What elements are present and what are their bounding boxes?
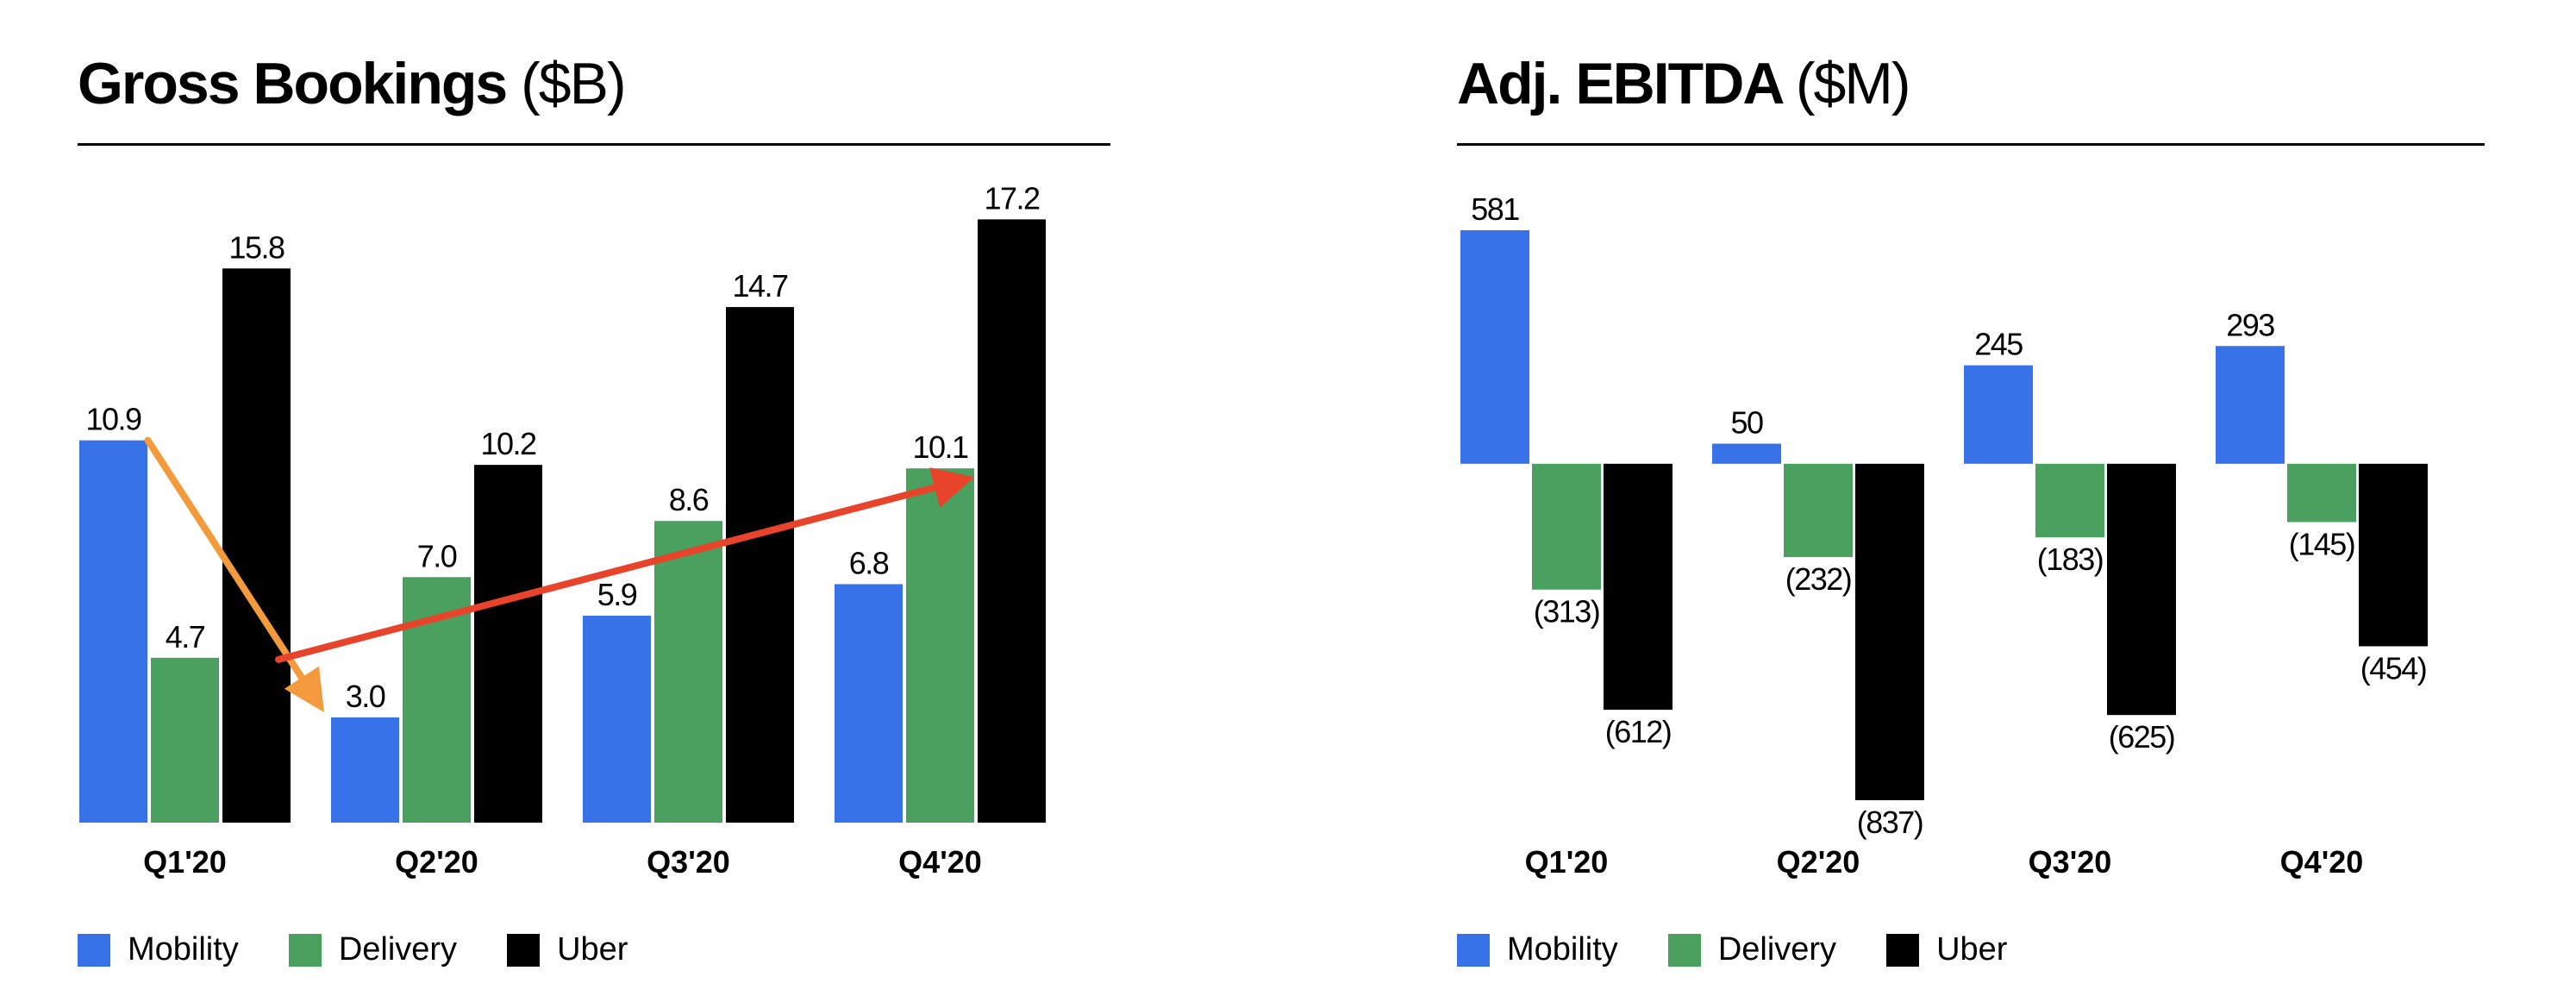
value-label-delivery-q3-20: 8.6 [669,482,709,517]
value-label-uber-q3-20: (625) [2109,719,2175,755]
bar-delivery-q3-20 [654,521,722,823]
legend-swatch-mobility [1457,933,1490,967]
legend-swatch-mobility [78,933,110,967]
legend-item-uber: Uber [1886,931,2007,968]
bar-delivery-q1-20 [151,657,219,823]
value-label-uber-q1-20: 15.8 [228,229,284,265]
legend-label-uber: Uber [1936,931,2008,968]
bar-delivery-q4-20 [2287,463,2356,523]
arrow-delivery-growth-line [275,484,939,663]
bar-delivery-q1-20 [1532,463,1601,590]
value-label-mobility-q2-20: 3.0 [346,679,385,714]
value-label-mobility-q3-20: 5.9 [597,577,637,612]
bar-uber-q3-20 [726,307,794,824]
category-label-q3-20: Q3'20 [647,844,730,880]
value-label-delivery-q4-20: (145) [2289,526,2355,561]
legend-swatch-delivery [1667,933,1701,967]
adj-ebitda-legend: Mobility Delivery Uber [1457,931,2057,968]
value-label-mobility-q1-20: 581 [1471,191,1519,227]
gross-bookings-title: Gross Bookings ($B) [78,51,627,116]
value-label-uber-q3-20: 14.7 [732,268,788,304]
bar-uber-q4-20 [978,219,1046,824]
bar-mobility-q1-20 [79,440,147,823]
legend-item-mobility: Mobility [78,931,239,968]
category-label-q3-20: Q3'20 [2029,844,2112,880]
bar-uber-q3-20 [2107,463,2176,716]
gross-bookings-title-rule [78,143,1110,146]
legend-label-delivery: Delivery [338,931,458,968]
value-label-delivery-q3-20: (183) [2037,542,2104,577]
bar-delivery-q4-20 [906,468,974,823]
arrow-mobility-decline-head [284,666,324,712]
bar-delivery-q2-20 [1784,463,1853,557]
legend-item-delivery: Delivery [1667,931,1837,968]
legend-item-mobility: Mobility [1457,931,1618,968]
arrow-delivery-growth-head [928,467,975,508]
legend-item-delivery: Delivery [288,931,458,968]
bar-uber-q1-20 [1604,463,1673,711]
gross-bookings-chart: 10.9 4.7 15.8 Q1'20 3.0 7.0 10.2 Q2'20 5.9 8.6 14.… [79,180,1046,880]
value-label-uber-q4-20: 17.2 [984,180,1040,216]
value-label-mobility-q3-20: 245 [1974,327,2023,362]
bar-mobility-q3-20 [1964,365,2033,464]
bar-uber-q4-20 [2359,463,2428,647]
category-label-q1-20: Q1'20 [1525,844,1609,880]
value-label-uber-q2-20: (837) [1857,805,1923,840]
bar-mobility-q4-20 [2216,346,2285,464]
value-label-delivery-q1-20: (313) [1534,594,1600,629]
value-label-mobility-q1-20: 10.9 [85,402,141,437]
category-label-q1-20: Q1'20 [143,844,227,880]
bar-mobility-q2-20 [331,717,399,823]
adj-ebitda-title: Adj. EBITDA ($M) [1457,51,1911,116]
bar-mobility-q1-20 [1460,230,1529,464]
legend-swatch-uber [1886,933,1920,967]
value-label-uber-q2-20: 10.2 [480,426,536,461]
bar-mobility-q2-20 [1712,443,1781,464]
value-label-mobility-q2-20: 50 [1730,405,1763,441]
bar-delivery-q3-20 [2035,463,2104,538]
value-label-delivery-q1-20: 4.7 [166,619,205,654]
bar-uber-q2-20 [1855,463,1924,800]
adj-ebitda-panel: Adj. EBITDA ($M) 581 (313) (612) Q1'20 50 (23… [1288,0,2576,1002]
bar-uber-q1-20 [222,268,291,823]
gross-bookings-panel: Gross Bookings ($B) 10.9 4.7 15.8 Q1'20 3.0 7… [78,51,1110,968]
value-label-mobility-q4-20: 293 [2226,307,2274,342]
value-label-uber-q1-20: (612) [1605,714,1672,749]
legend-item-uber: Uber [507,931,628,968]
legend-label-delivery: Delivery [1717,931,1837,968]
legend-label-uber: Uber [557,931,628,968]
legend-label-mobility: Mobility [1507,931,1618,968]
bar-mobility-q4-20 [835,584,903,823]
legend-label-mobility: Mobility [128,931,239,968]
legend-swatch-delivery [288,933,322,967]
value-label-mobility-q4-20: 6.8 [849,545,889,580]
adj-ebitda-chart: 581 (313) (612) Q1'20 50 (232) (837) Q2'20 245 (1… [1460,191,2428,880]
arrow-mobility-decline-line [144,436,305,681]
gross-bookings-legend: Mobility Delivery Uber [78,931,678,968]
value-label-delivery-q2-20: 7.0 [417,538,457,573]
category-label-q4-20: Q4'20 [2280,844,2364,880]
category-label-q2-20: Q2'20 [395,844,478,880]
legend-swatch-uber [507,933,541,967]
value-label-delivery-q2-20: (232) [1785,561,1852,597]
bar-uber-q2-20 [474,465,542,823]
value-label-delivery-q4-20: 10.1 [912,429,968,465]
adj-ebitda-title-rule [1457,143,2485,146]
category-label-q4-20: Q4'20 [898,844,982,880]
category-label-q2-20: Q2'20 [1777,844,1860,880]
value-label-uber-q4-20: (454) [2360,650,2427,686]
bar-mobility-q3-20 [583,616,651,823]
